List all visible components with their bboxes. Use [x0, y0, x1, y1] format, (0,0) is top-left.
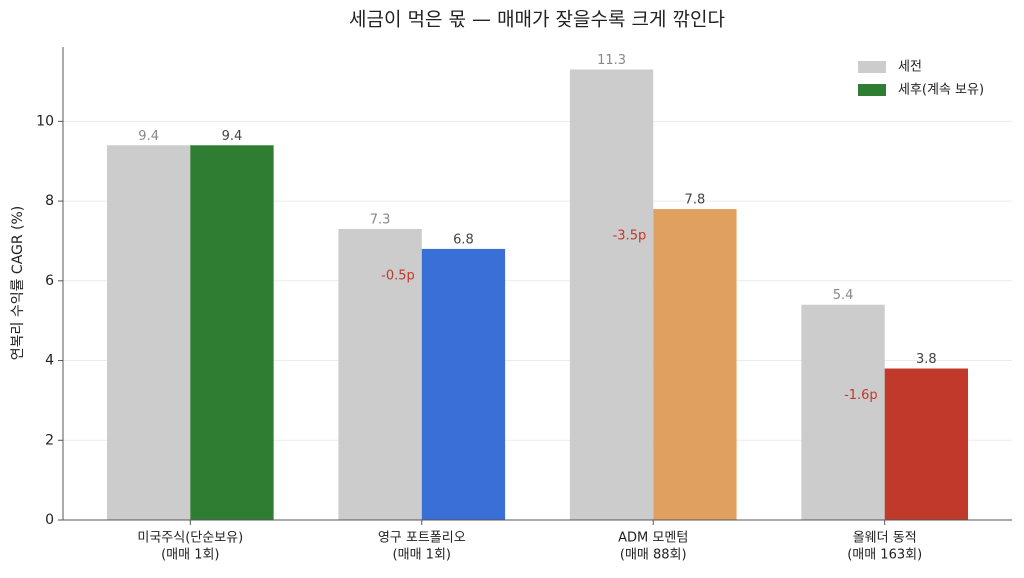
bar	[190, 145, 274, 521]
value-label: 7.3	[370, 212, 391, 227]
y-tick-label: 6	[45, 273, 54, 289]
bar	[421, 248, 506, 520]
legend-label: 세후(계속 보유)	[898, 83, 984, 98]
x-tick-label: 영구 포트폴리오	[378, 531, 466, 546]
y-axis-label: 연복리 수익률 CAGR (%)	[10, 206, 26, 361]
value-label: 9.4	[138, 129, 159, 144]
y-tick-label: 10	[36, 113, 54, 129]
x-tick-label: (매매 1회)	[161, 548, 219, 563]
y-tick-label: 0	[45, 512, 54, 528]
x-tick-label: 미국주식(단순보유)	[137, 531, 243, 546]
bar	[801, 304, 885, 520]
bar	[106, 145, 191, 521]
x-tick-label: ADM 모멘텀	[618, 531, 688, 546]
bar	[884, 368, 969, 520]
bar	[653, 209, 737, 521]
y-tick-label: 4	[45, 353, 54, 369]
value-label: 11.3	[597, 53, 626, 68]
x-tick-label: (매매 88회)	[620, 548, 687, 563]
legend-label: 세전	[898, 60, 922, 75]
legend-swatch	[858, 84, 886, 96]
bar	[338, 228, 422, 520]
annotation: -1.6p	[844, 388, 878, 403]
value-label: 5.4	[833, 288, 854, 303]
legend-swatch	[858, 61, 886, 73]
x-tick-label: (매매 1회)	[393, 548, 451, 563]
y-tick-label: 8	[45, 193, 54, 209]
annotation: -0.5p	[381, 268, 415, 283]
annotation: -3.5p	[613, 229, 647, 244]
y-tick-label: 2	[45, 432, 54, 448]
value-label: 7.8	[685, 193, 706, 208]
x-tick-label: 올웨더 동적	[853, 531, 917, 546]
value-label: 9.4	[222, 129, 243, 144]
x-tick-label: (매매 163회)	[847, 548, 922, 563]
chart-title: 세금이 먹은 몫 — 매매가 잦을수록 크게 깎인다	[349, 9, 725, 31]
bar	[569, 69, 654, 521]
value-label: 6.8	[453, 232, 474, 247]
value-label: 3.8	[916, 352, 937, 367]
